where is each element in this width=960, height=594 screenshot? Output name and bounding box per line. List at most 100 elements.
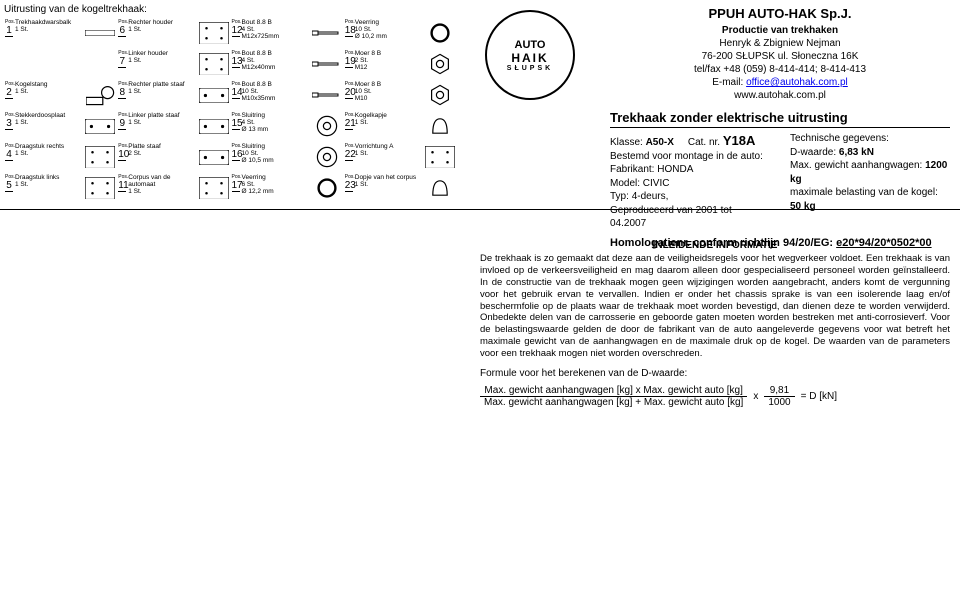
part-text: Corpus van de automaat1 St. <box>128 174 198 202</box>
part-text: Platte staaf2 St. <box>128 143 198 171</box>
part-icon <box>199 50 229 78</box>
part-icon <box>85 112 115 140</box>
logo-icon: AUTO HAIK SŁUPSK <box>485 10 575 100</box>
part-icon <box>312 50 342 78</box>
part-text: Kogelkapje1 St. <box>355 112 425 140</box>
part-text: Sluitring10 St.Ø 10,5 mm <box>242 143 312 171</box>
spec-right: Technische gegevens: D-waarde: 6,83 kN M… <box>790 132 950 231</box>
part-icon <box>85 174 115 202</box>
part-icon <box>425 143 455 171</box>
part-text: Veerring6 St.Ø 12,2 mm <box>242 174 312 202</box>
part-cell: Pos.21Kogelkapje1 St. <box>344 111 456 141</box>
model: CIVIC <box>643 178 670 189</box>
bestemd: Bestemd voor montage in de auto: <box>610 151 763 162</box>
part-cell: Pos.8Rechter platte staaf1 St. <box>117 80 229 110</box>
geprod: Geproduceerd van 2001 tot 04.2007 <box>610 205 732 230</box>
intro-text: De trekhaak is zo gemaakt dat deze aan d… <box>480 253 950 360</box>
logo-panel: AUTO HAIK SŁUPSK <box>460 0 600 209</box>
part-text: Kogelstang1 St. <box>15 81 85 109</box>
part-icon <box>199 174 229 202</box>
part-cell: Pos.14Bout 8.8 B10 St.M10x35mm <box>231 80 343 110</box>
formula: Max. gewicht aanhangwagen [kg] x Max. ge… <box>480 385 950 408</box>
part-text: Rechter platte staaf1 St. <box>128 81 198 109</box>
company-address: Productie van trekhaken Henryk & Zbignie… <box>610 24 950 102</box>
typ: 4-deurs, <box>632 191 669 202</box>
part-num: Pos.19 <box>345 50 355 78</box>
parts-title: Uitrusting van de kogeltrekhaak: <box>4 4 456 15</box>
parts-panel: Uitrusting van de kogeltrekhaak: Pos.1Tr… <box>0 0 460 209</box>
part-text: Stekkerdoosplaat1 St. <box>15 112 85 140</box>
part-num: Pos.21 <box>345 112 355 140</box>
company-line2: Henryk & Zbigniew Nejman <box>719 38 840 49</box>
part-cell: Pos.12Bout 8.8 B4 St.M12x725mm <box>231 18 343 48</box>
part-icon <box>85 143 115 171</box>
part-icon <box>312 174 342 202</box>
part-cell: Pos.19Moer 8 B2 St.M12 <box>344 49 456 79</box>
part-cell: Pos.6Rechter houder1 St. <box>117 18 229 48</box>
part-cell: Pos.5Draagstuk links1 St. <box>4 173 116 203</box>
part-text: Linker houder1 St. <box>128 50 198 78</box>
email-link[interactable]: office@autohak.com.pl <box>746 77 848 88</box>
formula-x: x <box>753 391 758 402</box>
part-text: Bout 8.8 B4 St.M12x40mm <box>242 50 312 78</box>
part-cell: Pos.9Linker platte staaf1 St. <box>117 111 229 141</box>
part-icon <box>85 19 115 47</box>
part-num: Pos.3 <box>5 112 15 140</box>
part-num: Pos.13 <box>232 50 242 78</box>
part-icon <box>85 81 115 109</box>
part-text: Linker platte staaf1 St. <box>128 112 198 140</box>
part-icon <box>312 81 342 109</box>
part-icon <box>425 174 455 202</box>
model-label: Model: <box>610 178 643 189</box>
part-num: Pos.4 <box>5 143 15 171</box>
part-cell: Pos.16Sluitring10 St.Ø 10,5 mm <box>231 142 343 172</box>
part-cell: Pos.20Moer 8 B10 St.M10 <box>344 80 456 110</box>
part-num: Pos.6 <box>118 19 128 47</box>
part-icon <box>312 143 342 171</box>
part-text: Bout 8.8 B4 St.M12x725mm <box>242 19 312 47</box>
company-name: PPUH AUTO-HAK Sp.J. <box>610 6 950 21</box>
part-cell: Pos.2Kogelstang1 St. <box>4 80 116 110</box>
frac2-top: 9,81 <box>764 385 794 397</box>
company-line3: 76-200 SŁUPSK ul. Słoneczna 16K <box>702 51 859 62</box>
part-num: Pos.15 <box>232 112 242 140</box>
part-icon <box>425 81 455 109</box>
top-section: Uitrusting van de kogeltrekhaak: Pos.1Tr… <box>0 0 960 210</box>
homolog-num: e20*94/20*0502*00 <box>836 237 931 249</box>
part-cell: Pos.1Trekhaakdwarsbalk1 St. <box>4 18 116 48</box>
catno: Y18A <box>723 133 756 148</box>
part-text: Trekhaakdwarsbalk1 St. <box>15 19 85 47</box>
part-text: Veerring10 St.Ø 10,2 mm <box>355 19 425 47</box>
part-num: Pos.11 <box>118 174 128 202</box>
max-aanh-label: Max. gewicht aanhangwagen: <box>790 160 925 171</box>
part-num: Pos.8 <box>118 81 128 109</box>
part-icon <box>425 19 455 47</box>
part-cell: Pos.13Bout 8.8 B4 St.M12x40mm <box>231 49 343 79</box>
klasse: A50-X <box>646 137 674 148</box>
formula-eq: = D [kN] <box>801 391 837 402</box>
cat-label: Cat. nr. <box>688 137 723 148</box>
part-num: Pos.18 <box>345 19 355 47</box>
frac1-bot: Max. gewicht aanhangwagen [kg] + Max. ge… <box>480 397 747 408</box>
fab: HONDA <box>657 164 693 175</box>
part-text: Dopje van het corpus1 St. <box>355 174 425 202</box>
part-num: Pos.22 <box>345 143 355 171</box>
part-text: Vorrichtung A1 St. <box>355 143 425 171</box>
part-icon <box>199 112 229 140</box>
part-cell: Pos.18Veerring10 St.Ø 10,2 mm <box>344 18 456 48</box>
typ-label: Typ: <box>610 191 632 202</box>
part-cell: Pos.23Dopje van het corpus1 St. <box>344 173 456 203</box>
spec-left: Klasse: A50-X Cat. nr. Y18A Bestemd voor… <box>610 132 770 231</box>
part-num: Pos.9 <box>118 112 128 140</box>
part-cell: Pos.17Veerring6 St.Ø 12,2 mm <box>231 173 343 203</box>
part-num: Pos.17 <box>232 174 242 202</box>
part-cell: Pos.10Platte staaf2 St. <box>117 142 229 172</box>
part-num: Pos.16 <box>232 143 242 171</box>
part-icon <box>199 143 229 171</box>
part-cell: Pos.22Vorrichtung A1 St. <box>344 142 456 172</box>
logo-text-city: SŁUPSK <box>507 65 553 72</box>
part-icon <box>425 112 455 140</box>
tech-title: Technische gegevens: <box>790 133 889 144</box>
company-line1: Productie van trekhaken <box>722 25 838 36</box>
part-text: Bout 8.8 B10 St.M10x35mm <box>242 81 312 109</box>
